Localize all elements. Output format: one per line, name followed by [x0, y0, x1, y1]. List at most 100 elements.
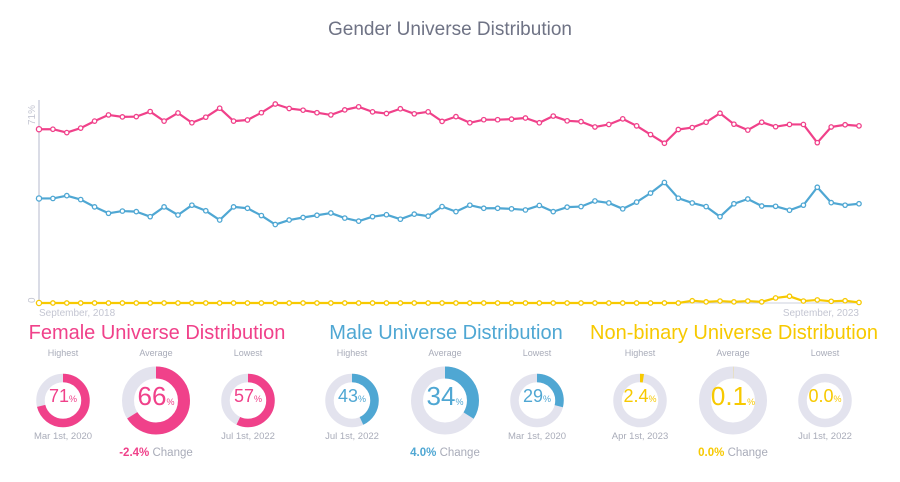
data-point[interactable]	[828, 298, 835, 305]
data-point[interactable]	[50, 300, 56, 306]
data-point[interactable]	[397, 300, 404, 306]
data-point[interactable]	[717, 298, 723, 304]
data-point[interactable]	[355, 218, 362, 225]
data-point[interactable]	[717, 213, 723, 220]
data-point[interactable]	[411, 300, 418, 306]
data-point[interactable]	[550, 300, 557, 306]
data-point[interactable]	[758, 203, 765, 209]
data-point[interactable]	[244, 300, 251, 306]
data-point[interactable]	[453, 113, 459, 120]
data-point[interactable]	[828, 199, 835, 206]
data-point[interactable]	[397, 105, 404, 112]
data-point[interactable]	[272, 221, 279, 228]
data-point[interactable]	[703, 299, 709, 305]
data-point[interactable]	[564, 300, 570, 306]
data-point[interactable]	[758, 299, 765, 305]
data-point[interactable]	[216, 217, 223, 223]
data-point[interactable]	[578, 118, 584, 125]
data-point[interactable]	[480, 300, 487, 306]
data-point[interactable]	[425, 213, 432, 219]
data-point[interactable]	[466, 300, 473, 306]
data-point[interactable]	[647, 300, 654, 306]
data-point[interactable]	[314, 300, 320, 306]
data-point[interactable]	[258, 300, 265, 306]
data-point[interactable]	[286, 300, 293, 306]
data-point[interactable]	[189, 202, 195, 209]
data-point[interactable]	[564, 204, 570, 210]
data-point[interactable]	[230, 300, 237, 306]
data-point[interactable]	[91, 118, 98, 124]
data-point[interactable]	[341, 107, 348, 113]
data-point[interactable]	[230, 204, 237, 210]
data-point[interactable]	[272, 101, 279, 107]
data-point[interactable]	[856, 200, 862, 207]
data-point[interactable]	[425, 300, 432, 306]
data-point[interactable]	[272, 300, 279, 306]
data-point[interactable]	[814, 139, 821, 146]
data-point[interactable]	[314, 109, 320, 116]
data-point[interactable]	[661, 300, 668, 306]
data-point[interactable]	[355, 300, 362, 306]
data-point[interactable]	[189, 300, 195, 306]
data-point[interactable]	[717, 110, 723, 117]
data-point[interactable]	[661, 179, 668, 186]
data-point[interactable]	[133, 113, 140, 120]
data-point[interactable]	[800, 202, 807, 209]
data-point[interactable]	[105, 210, 112, 217]
data-point[interactable]	[508, 300, 515, 306]
data-point[interactable]	[592, 300, 598, 306]
data-point[interactable]	[202, 300, 209, 306]
data-point[interactable]	[744, 298, 751, 304]
data-point[interactable]	[772, 123, 779, 130]
data-point[interactable]	[328, 112, 334, 118]
data-point[interactable]	[35, 195, 43, 202]
data-point[interactable]	[147, 300, 154, 306]
data-point[interactable]	[341, 300, 348, 306]
data-point[interactable]	[633, 199, 640, 205]
data-point[interactable]	[522, 115, 529, 121]
data-point[interactable]	[411, 211, 418, 218]
data-point[interactable]	[202, 114, 209, 121]
data-point[interactable]	[77, 196, 84, 203]
data-point[interactable]	[133, 208, 140, 215]
data-point[interactable]	[369, 213, 376, 220]
data-point[interactable]	[744, 196, 751, 202]
data-point[interactable]	[300, 300, 306, 306]
data-point[interactable]	[439, 300, 445, 306]
data-point[interactable]	[161, 118, 167, 124]
data-point[interactable]	[494, 300, 501, 306]
data-point[interactable]	[689, 200, 696, 206]
data-point[interactable]	[383, 300, 390, 306]
data-point[interactable]	[355, 103, 362, 110]
data-point[interactable]	[536, 300, 543, 306]
data-point[interactable]	[856, 123, 862, 129]
data-point[interactable]	[619, 116, 626, 122]
data-point[interactable]	[522, 300, 529, 306]
data-point[interactable]	[439, 203, 445, 210]
data-point[interactable]	[786, 207, 793, 214]
data-point[interactable]	[494, 116, 501, 123]
data-point[interactable]	[397, 216, 404, 223]
data-point[interactable]	[328, 210, 334, 216]
data-point[interactable]	[175, 300, 181, 306]
data-point[interactable]	[77, 300, 84, 306]
data-point[interactable]	[689, 124, 696, 131]
data-point[interactable]	[453, 300, 459, 306]
data-point[interactable]	[175, 212, 181, 218]
data-point[interactable]	[842, 297, 848, 304]
data-point[interactable]	[703, 119, 709, 126]
data-point[interactable]	[244, 117, 251, 123]
data-point[interactable]	[592, 124, 598, 130]
data-point[interactable]	[647, 190, 654, 196]
data-point[interactable]	[647, 131, 654, 138]
data-point[interactable]	[605, 300, 612, 306]
data-point[interactable]	[508, 116, 515, 122]
data-point[interactable]	[244, 205, 251, 212]
data-point[interactable]	[731, 121, 737, 128]
data-point[interactable]	[300, 107, 306, 114]
data-point[interactable]	[494, 205, 501, 212]
data-point[interactable]	[328, 300, 334, 306]
data-point[interactable]	[341, 215, 348, 221]
data-point[interactable]	[35, 299, 43, 307]
data-point[interactable]	[230, 118, 237, 124]
